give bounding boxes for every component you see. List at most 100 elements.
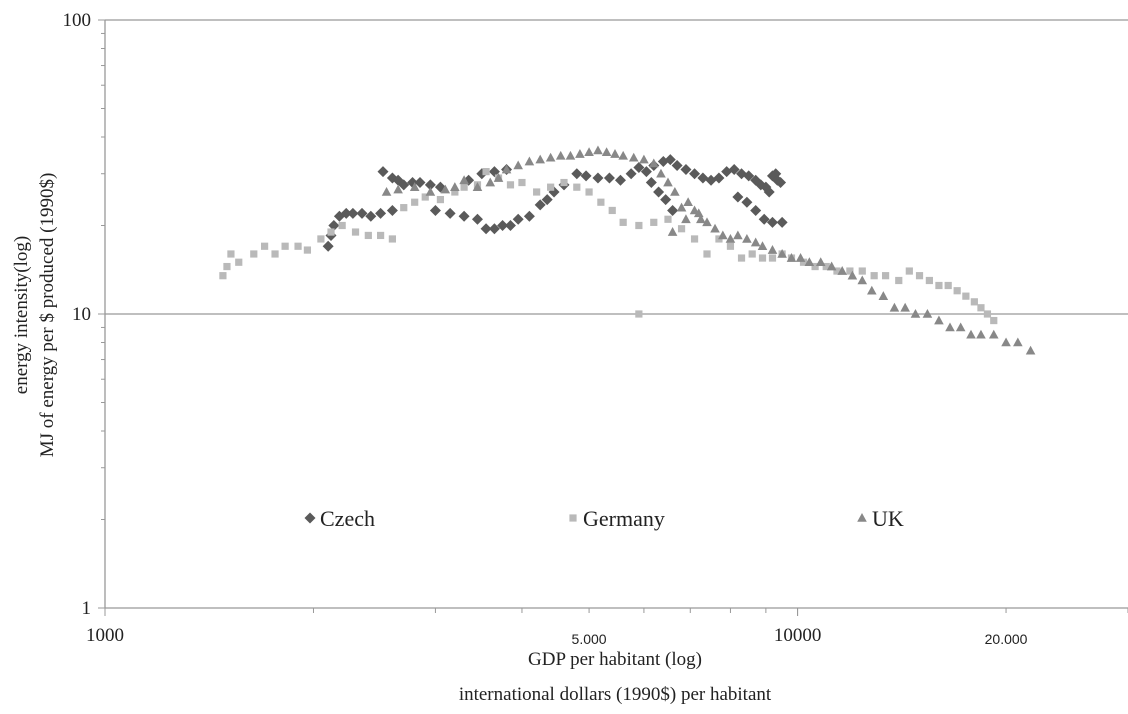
data-point-uk [857, 275, 868, 285]
data-point-germany [400, 204, 408, 212]
axis-titles: GDP per habitant (log) international dol… [11, 173, 772, 705]
data-point-germany [915, 272, 924, 280]
data-point-uk [826, 261, 837, 271]
data-point-czech [653, 186, 665, 198]
data-point-czech [776, 216, 788, 228]
data-point-germany [338, 221, 346, 230]
data-point-germany [281, 242, 289, 250]
axes [98, 19, 1128, 616]
data-point-uk [742, 233, 752, 243]
data-point-uk [667, 227, 678, 236]
data-point-germany [737, 254, 746, 262]
data-point-czech [603, 172, 615, 184]
data-point-czech [458, 210, 470, 222]
data-point-uk [639, 154, 649, 164]
data-point-uk [683, 197, 693, 207]
data-point-uk [718, 230, 728, 240]
data-point-czech [660, 194, 672, 206]
data-point-uk [545, 152, 556, 162]
data-point-czech [356, 207, 368, 219]
data-point-czech [671, 159, 683, 171]
data-point-germany [846, 267, 854, 275]
data-point-germany [811, 262, 819, 271]
data-point-uk [900, 302, 910, 312]
data-point-czech [347, 207, 359, 219]
data-point-czech [523, 210, 535, 222]
data-point-uk [425, 186, 436, 196]
data-point-uk [710, 223, 720, 233]
data-point-uk [409, 182, 420, 191]
data-point-uk [584, 147, 594, 157]
data-point-germany [351, 228, 360, 236]
legend-item-czech: Czech [304, 506, 375, 531]
data-point-germany [364, 231, 372, 240]
data-point-germany [935, 281, 943, 290]
data-point-uk [575, 149, 585, 158]
data-point-czech [424, 179, 436, 191]
legend-item-germany: Germany [569, 506, 665, 531]
data-point-germany [953, 287, 961, 295]
data-point-czech [758, 213, 770, 225]
data-point-uk [696, 214, 706, 224]
data-point-uk [693, 208, 704, 218]
data-point-czech [633, 161, 645, 173]
data-point-germany [271, 250, 279, 258]
data-point-germany [635, 310, 643, 318]
data-point-germany [768, 254, 777, 262]
data-point-czech [497, 219, 509, 231]
data-point-uk [837, 266, 848, 275]
data-point-uk [945, 322, 955, 332]
data-point-czech [766, 216, 778, 228]
data-point-germany [303, 246, 312, 254]
data-series [219, 145, 1036, 355]
y-axis-title-line-1: energy intensity(log) [11, 236, 32, 394]
data-point-uk [393, 184, 403, 194]
data-point-czech [444, 207, 456, 219]
data-point-germany [421, 193, 429, 201]
series-germany [219, 168, 998, 325]
data-point-uk [976, 329, 986, 339]
legend-label-germany: Germany [583, 506, 665, 531]
data-point-germany [597, 198, 605, 206]
data-point-uk [847, 270, 858, 280]
x-tick-label: 5.000 [572, 631, 607, 647]
tick-labels: 1 10 100 1000 5.000 10000 20.000 [63, 10, 1028, 647]
data-point-uk [777, 248, 787, 258]
data-point-uk [648, 158, 659, 168]
x-tick-label: 1000 [86, 625, 124, 646]
data-point-germany [227, 250, 235, 258]
data-point-uk [524, 156, 535, 166]
legend-marker-uk [857, 513, 867, 522]
data-point-germany [518, 178, 526, 187]
data-point-germany [858, 267, 866, 275]
x-axis-title-line-1: GDP per habitant (log) [528, 649, 702, 670]
data-point-uk [955, 322, 966, 332]
data-point-uk [501, 164, 512, 174]
data-point-uk [450, 182, 460, 191]
data-point-germany [962, 292, 970, 300]
data-point-uk [725, 233, 736, 243]
data-point-uk [565, 150, 576, 160]
data-point-germany [983, 310, 992, 318]
data-point-uk [702, 217, 712, 227]
data-point-uk [601, 147, 612, 157]
data-point-czech [571, 168, 583, 180]
data-point-uk [988, 329, 999, 339]
data-point-uk [670, 186, 680, 196]
data-point-uk [493, 173, 504, 182]
data-point-germany [585, 188, 593, 196]
data-point-uk [733, 230, 743, 240]
data-point-uk [663, 177, 673, 187]
legend-label-uk: UK [872, 506, 904, 531]
data-point-czech [592, 172, 604, 184]
data-point-germany [223, 262, 231, 271]
y-tick-label: 10 [72, 304, 91, 325]
data-point-czech [429, 204, 441, 216]
data-point-germany [635, 221, 643, 230]
data-point-czech [664, 154, 676, 166]
data-point-germany [506, 181, 515, 189]
data-point-czech [667, 204, 679, 216]
x-tick-label: 10000 [774, 625, 822, 646]
data-point-germany [573, 183, 581, 191]
y-axis-title-line-2: MJ of energy per $ produced (1990$) [37, 173, 58, 458]
